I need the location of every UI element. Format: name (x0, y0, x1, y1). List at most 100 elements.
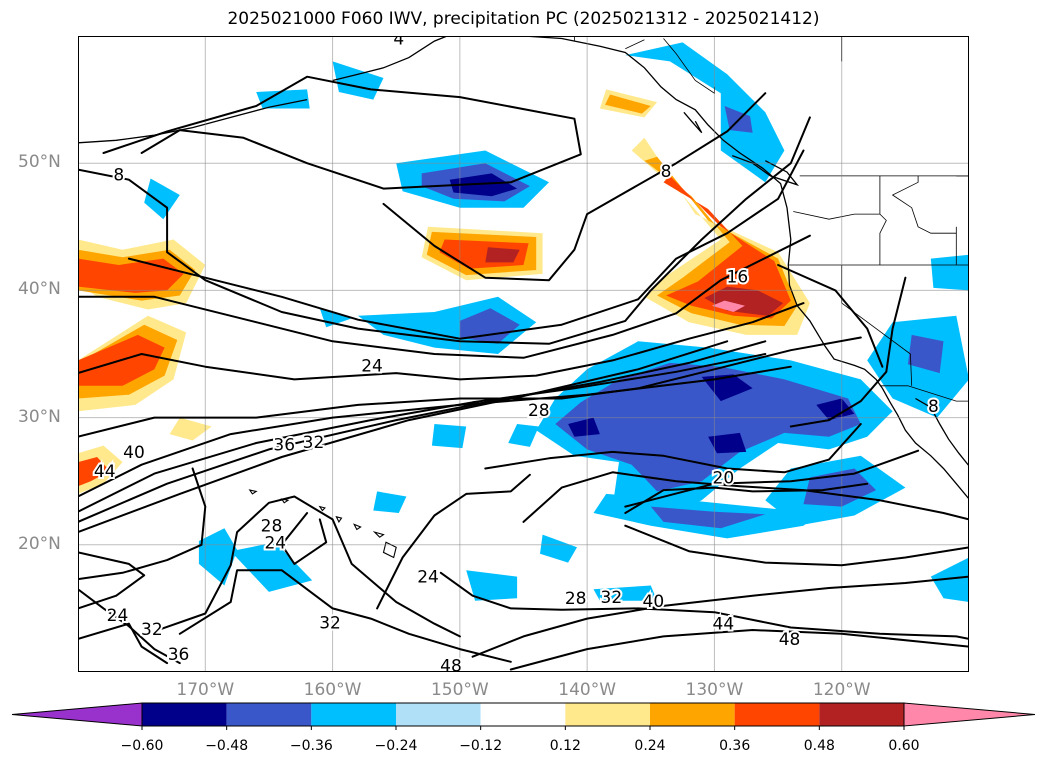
precip-anomaly-region-39 (625, 42, 785, 183)
coastline-3 (683, 111, 703, 134)
precip-anomaly-region-51 (508, 424, 539, 447)
precip-anomaly-region-22 (449, 173, 518, 197)
border-line-9 (891, 175, 957, 234)
coastline-5 (78, 98, 308, 144)
precip-anomaly-region-36 (907, 334, 944, 374)
iwv-contour-20 (376, 473, 531, 610)
precip-anomaly-region-8 (169, 417, 212, 441)
lat-label: 50°N (18, 152, 61, 173)
iwv-contour-16 (624, 524, 969, 567)
contour-label: 28 (261, 517, 283, 537)
contour-label: 24 (107, 606, 129, 626)
iwv-contour-4 (78, 234, 811, 359)
lon-label: 120°W (812, 680, 871, 700)
iwv-contour-9 (78, 340, 767, 523)
precip-anomaly-region-24 (459, 308, 520, 344)
colorbar-tick-label: 0.60 (888, 738, 920, 754)
border-line-6 (793, 211, 880, 220)
lon-label: 150°W (430, 680, 489, 700)
colorbar-tick-label: −0.24 (374, 738, 418, 754)
iwv-contour-7 (78, 365, 792, 498)
iwv-contour-17 (624, 449, 920, 508)
island-1 (372, 531, 385, 538)
coastline-4 (915, 397, 969, 467)
colorbar-bin (650, 703, 735, 726)
precip-anomaly-region-38 (930, 557, 969, 602)
precip-anomaly-region-28 (568, 417, 600, 437)
contour-label: 32 (303, 433, 325, 453)
iwv-contour-21 (78, 467, 207, 581)
iwv-contour-8 (78, 353, 767, 513)
lat-label: 30°N (18, 406, 61, 427)
precip-anomaly-region-14 (605, 94, 651, 114)
precip-anomaly-region-19 (711, 300, 745, 312)
precip-anomaly-region-42 (256, 89, 310, 109)
contour-label: 24 (264, 533, 286, 553)
colorbar-extend-low (11, 702, 143, 727)
colorbar (11, 702, 1036, 730)
iwv-contour-27 (789, 276, 907, 428)
precip-anomaly-region-2 (78, 258, 184, 293)
island-4 (318, 505, 326, 512)
lat-label: 40°N (18, 279, 61, 300)
iwv-contour-26 (624, 482, 869, 514)
colorbar-bin (142, 703, 227, 726)
iwv-contour-28 (777, 264, 884, 368)
border-line-11 (625, 39, 645, 50)
colorbar-bin (480, 703, 566, 726)
precip-anomaly-region-30 (816, 398, 855, 421)
contour-label: 32 (319, 613, 341, 633)
contour-label: 28 (528, 401, 550, 421)
contour-label: 32 (141, 620, 163, 640)
colorbar-bin (565, 703, 650, 726)
contour-label: 24 (361, 356, 383, 376)
iwv-contour-22 (78, 588, 181, 665)
iwv-contour-5 (78, 302, 805, 381)
island-0 (382, 541, 397, 559)
map-title: 2025021000 F060 IWV, precipitation PC (2… (227, 9, 820, 29)
contour-label: 40 (123, 443, 145, 463)
contour-label: 48 (779, 630, 801, 650)
precip-anomaly-region-37 (930, 254, 969, 291)
precip-anomaly-region-26 (555, 362, 861, 492)
island-3 (335, 515, 343, 523)
iwv-contour-1 (78, 116, 811, 345)
iwv-contour-10 (78, 340, 729, 534)
contour-label: 44 (94, 462, 116, 482)
contour-label: 8 (113, 166, 124, 186)
contour-label: 4 (393, 36, 404, 50)
contour-label: 24 (417, 568, 439, 588)
border-line-5 (879, 175, 887, 265)
lon-label: 130°W (685, 680, 744, 700)
precipitation-shading (78, 42, 969, 602)
colorbar-bin (226, 703, 312, 726)
iwv-contour-14 (471, 575, 969, 658)
contour-label: 28 (565, 589, 587, 609)
contour-label: 40 (643, 592, 665, 612)
coastline-1 (523, 36, 969, 500)
colorbar-bin (396, 703, 481, 726)
iwv-contour-23 (78, 622, 169, 665)
contour-label: 36 (273, 435, 295, 455)
colorbar-tick-label: −0.60 (120, 738, 164, 754)
lon-label: 160°W (303, 680, 362, 700)
colorbar-bin (819, 703, 904, 726)
precip-anomaly-region-52 (373, 491, 407, 513)
precip-anomaly-region-50 (431, 424, 467, 449)
lat-label: 20°N (18, 533, 61, 554)
precip-anomaly-region-17 (663, 175, 791, 319)
contour-label: 8 (928, 397, 939, 417)
iwv-contour-2 (382, 92, 767, 282)
colorbar-tick-label: 0.24 (634, 738, 666, 754)
map-panel[interactable]: 8 8 16 24 28 36 32 40 44 28 24 20 24 28 32 40 44 48 24 32 32… (78, 36, 969, 672)
colorbar-tick-label: 0.36 (719, 738, 751, 754)
colorbar-tick-label: −0.12 (459, 738, 503, 754)
precip-anomaly-region-7 (78, 457, 110, 487)
iwv-contours (78, 75, 969, 671)
contour-label: 48 (440, 657, 462, 672)
colorbar-tick-label: 0.48 (803, 738, 835, 754)
precip-anomaly-region-32 (650, 506, 766, 529)
island-6 (248, 489, 258, 495)
